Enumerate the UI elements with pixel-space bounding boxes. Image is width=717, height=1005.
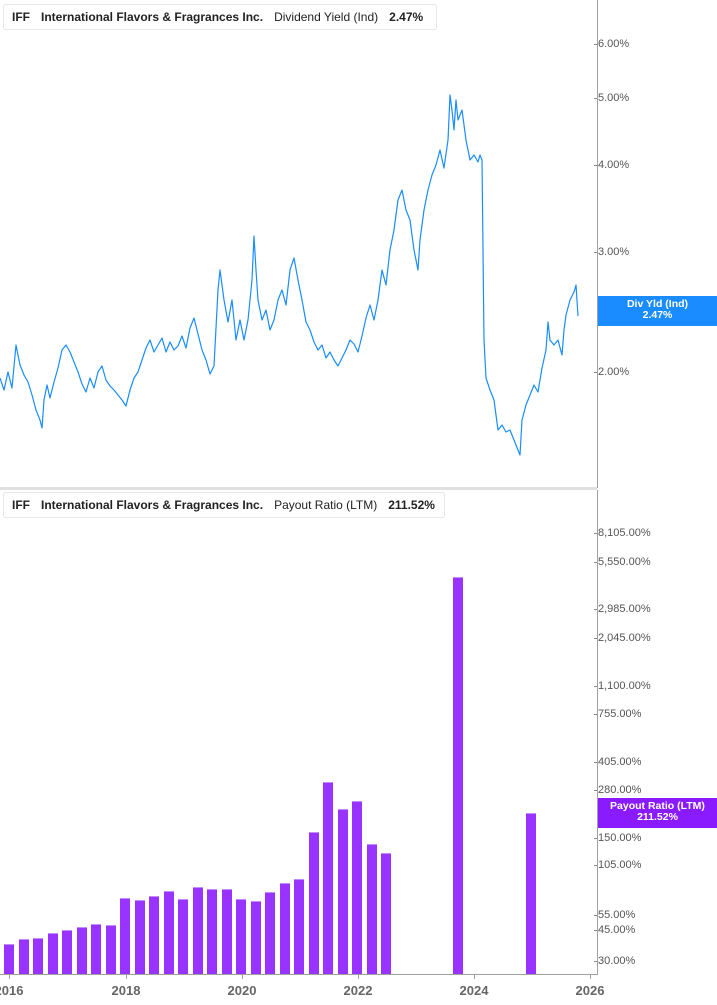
y-tick-150: 150.00% bbox=[593, 832, 642, 844]
y-tick-755: 755.00% bbox=[593, 708, 642, 720]
bar[interactable] bbox=[4, 944, 14, 974]
bar[interactable] bbox=[77, 927, 87, 974]
bar[interactable] bbox=[48, 933, 58, 974]
bar[interactable] bbox=[453, 577, 463, 974]
bar[interactable] bbox=[91, 924, 101, 974]
y-tick-2045: 2,045.00% bbox=[594, 632, 651, 644]
x-tick-2022: 2022 bbox=[343, 983, 373, 998]
bar[interactable] bbox=[193, 887, 203, 974]
x-tickmark bbox=[242, 974, 243, 979]
bar[interactable] bbox=[222, 889, 232, 974]
bar[interactable] bbox=[309, 832, 319, 974]
bar[interactable] bbox=[251, 901, 261, 974]
y-tick-3pct: 3.00% bbox=[593, 246, 630, 258]
y-tick-5pct: 5.00% bbox=[593, 92, 630, 104]
y-tick-1100: 1,100.00% bbox=[594, 680, 651, 692]
legend-company: International Flavors & Fragrances Inc. bbox=[41, 10, 264, 24]
dividend-yield-last-value-flag: Div Yld (Ind) 2.47% bbox=[598, 296, 717, 326]
bar[interactable] bbox=[120, 898, 130, 974]
y-tick-2985: 2,985.00% bbox=[594, 603, 651, 615]
bar[interactable] bbox=[323, 782, 333, 974]
y-tick-45: 45.00% bbox=[593, 924, 636, 936]
x-tickmark bbox=[590, 974, 591, 979]
dividend-yield-y-axis bbox=[597, 0, 598, 488]
flag-value: 2.47% bbox=[642, 309, 673, 321]
bar[interactable] bbox=[33, 938, 43, 974]
legend-ticker: IFF bbox=[12, 10, 30, 24]
y-tick-280: 280.00% bbox=[593, 784, 642, 796]
bar[interactable] bbox=[164, 891, 174, 974]
y-tick-6pct: 6.00% bbox=[593, 38, 630, 50]
legend-value: 2.47% bbox=[389, 10, 424, 24]
bar[interactable] bbox=[62, 930, 72, 974]
bar[interactable] bbox=[526, 813, 536, 974]
flag-value: 211.52% bbox=[637, 811, 678, 823]
x-tickmark bbox=[126, 974, 127, 979]
bar[interactable] bbox=[294, 879, 304, 974]
dividend-yield-panel: IFF International Flavors & Fragrances I… bbox=[0, 0, 717, 488]
panel-divider[interactable] bbox=[0, 487, 597, 490]
bar[interactable] bbox=[135, 900, 145, 974]
y-tick-55: 55.00% bbox=[593, 909, 636, 921]
y-tick-405: 405.00% bbox=[593, 756, 642, 768]
x-tickmark bbox=[474, 974, 475, 979]
y-tick-30: 30.00% bbox=[593, 955, 636, 967]
payout-ratio-legend[interactable]: IFF International Flavors & Fragrances I… bbox=[3, 492, 445, 518]
bar[interactable] bbox=[149, 896, 159, 974]
payout-ratio-last-value-flag: Payout Ratio (LTM) 211.52% bbox=[598, 798, 717, 828]
x-tick-2016: 2016 bbox=[0, 983, 24, 998]
legend-company: International Flavors & Fragrances Inc. bbox=[41, 498, 264, 512]
legend-metric: Payout Ratio (LTM) bbox=[274, 498, 378, 512]
y-tick-8105: 8,105.00% bbox=[594, 527, 651, 539]
y-tick-5550: 5,550.00% bbox=[594, 556, 651, 568]
payout-ratio-panel: IFF International Flavors & Fragrances I… bbox=[0, 490, 717, 1005]
x-tickmark bbox=[358, 974, 359, 979]
flag-label: Payout Ratio (LTM) bbox=[610, 800, 705, 812]
bar[interactable] bbox=[381, 853, 391, 974]
payout-ratio-y-axis bbox=[597, 490, 598, 975]
bar[interactable] bbox=[352, 801, 362, 974]
dividend-yield-legend[interactable]: IFF International Flavors & Fragrances I… bbox=[3, 4, 437, 30]
x-tick-2020: 2020 bbox=[227, 983, 257, 998]
bar[interactable] bbox=[19, 939, 29, 974]
bar[interactable] bbox=[236, 899, 246, 974]
bar[interactable] bbox=[367, 844, 377, 974]
x-tick-2018: 2018 bbox=[111, 983, 141, 998]
bar[interactable] bbox=[106, 925, 116, 974]
bar[interactable] bbox=[265, 892, 275, 974]
x-axis bbox=[0, 974, 598, 975]
legend-value: 211.52% bbox=[388, 498, 435, 512]
flag-label: Div Yld (Ind) bbox=[626, 298, 689, 310]
dividend-yield-line-chart[interactable] bbox=[0, 0, 597, 488]
y-tick-2pct: 2.00% bbox=[593, 366, 630, 378]
bar[interactable] bbox=[280, 883, 290, 974]
legend-metric: Dividend Yield (Ind) bbox=[274, 10, 379, 24]
x-tick-2026: 2026 bbox=[575, 983, 605, 998]
legend-ticker: IFF bbox=[12, 498, 30, 512]
x-tick-2024: 2024 bbox=[459, 983, 489, 998]
y-tick-4pct: 4.00% bbox=[593, 159, 630, 171]
x-tickmark bbox=[9, 974, 10, 979]
bar[interactable] bbox=[338, 809, 348, 974]
bar[interactable] bbox=[207, 889, 217, 974]
y-tick-105: 105.00% bbox=[593, 859, 642, 871]
bar[interactable] bbox=[178, 899, 188, 974]
